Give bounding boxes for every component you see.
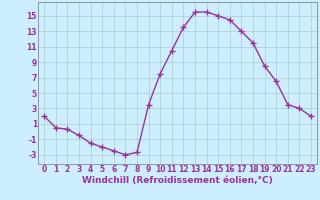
X-axis label: Windchill (Refroidissement éolien,°C): Windchill (Refroidissement éolien,°C) — [82, 176, 273, 185]
